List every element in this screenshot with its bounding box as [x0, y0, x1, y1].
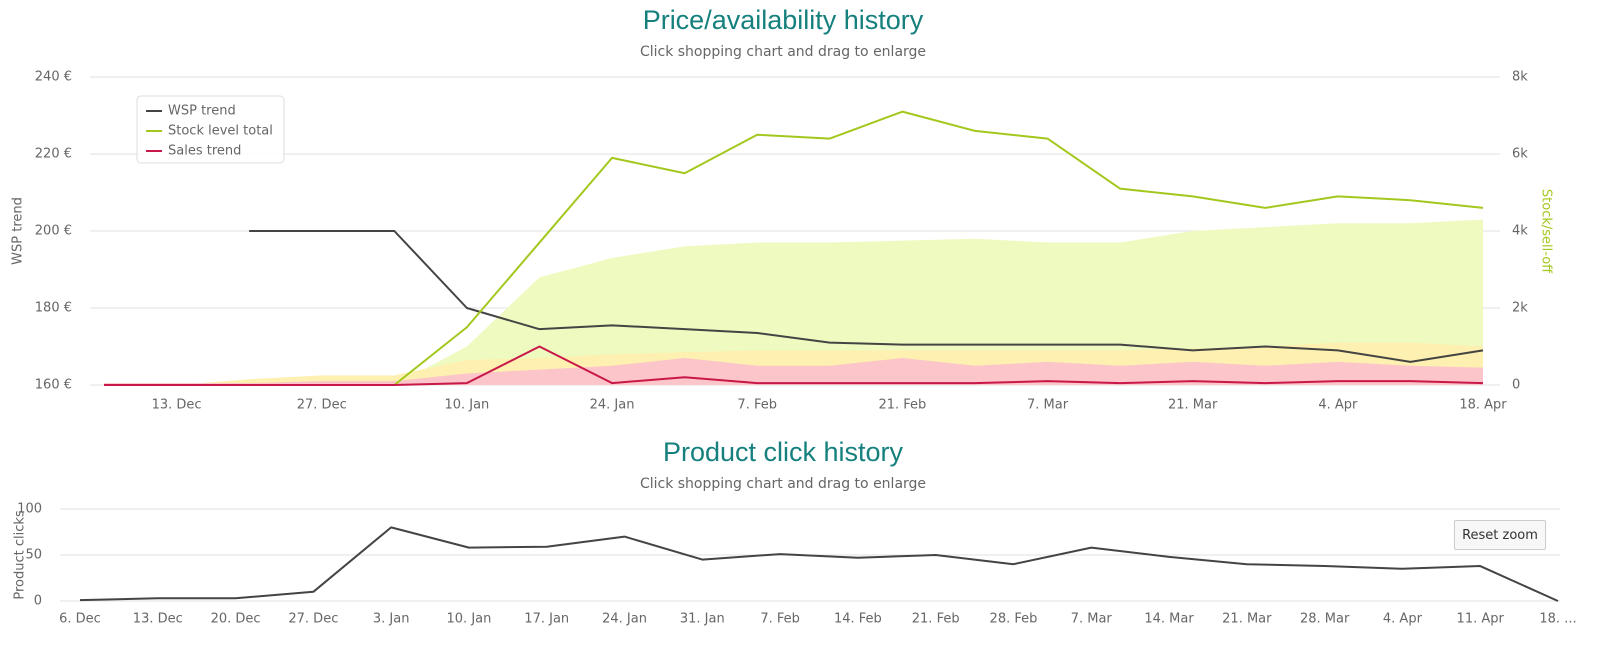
y-tick-label: 160 € [35, 378, 72, 393]
x-tick-label: 21. Feb [878, 398, 926, 413]
x-tick-label: 10. Jan [444, 398, 489, 413]
x-tick-label: 11. Apr [1457, 612, 1505, 627]
chart-title: Price/availability history [643, 5, 924, 35]
legend-box [136, 95, 285, 164]
y-tick-label: 50 [25, 548, 42, 563]
x-tick-label: 27. Dec [288, 612, 338, 627]
y2-tick-label: 2k [1512, 301, 1528, 316]
x-tick-label: 7. Feb [737, 398, 777, 413]
y-tick-label: 0 [34, 594, 42, 609]
x-tick-label: 28. Mar [1300, 612, 1350, 627]
x-tick-label: 20. Dec [211, 612, 261, 627]
x-tick-label: 21. Mar [1222, 612, 1272, 627]
area [104, 219, 1483, 385]
x-tick-label: 28. Feb [990, 612, 1038, 627]
x-tick-label: 13. Dec [133, 612, 183, 627]
x-tick-label: 10. Jan [447, 612, 492, 627]
y-tick-label: 100 [17, 502, 42, 517]
chart-title: Product click history [663, 437, 904, 467]
y-tick-label: 180 € [35, 301, 72, 316]
chart-subtitle: Click shopping chart and drag to enlarge [640, 44, 926, 60]
x-tick-label: 7. Mar [1071, 612, 1113, 627]
y2-tick-label: 0 [1512, 378, 1520, 393]
area [104, 358, 1483, 385]
y-tick-label: 220 € [35, 147, 72, 162]
x-tick-label: 18. Apr [1459, 398, 1507, 413]
y-tick-label: 200 € [35, 224, 72, 239]
y-tick-label: 240 € [35, 70, 72, 85]
reset-zoom-button[interactable]: Reset zoom [1454, 520, 1546, 550]
x-tick-label: 17. Jan [524, 612, 569, 627]
y2-axis-label: Stock/sell-off [1539, 189, 1554, 274]
x-tick-label: 18. ... [1539, 612, 1576, 627]
x-tick-label: 21. Feb [912, 612, 960, 627]
x-tick-label: 7. Mar [1027, 398, 1069, 413]
series-line [104, 345, 1484, 386]
x-tick-label: 21. Mar [1168, 398, 1218, 413]
x-tick-label: 27. Dec [297, 398, 347, 413]
x-tick-label: 14. Feb [834, 612, 882, 627]
series-line [249, 230, 1484, 363]
series-line [79, 526, 1559, 602]
x-tick-label: 24. Jan [602, 612, 647, 627]
legend-label: Stock level total [168, 124, 273, 139]
x-tick-label: 4. Apr [1318, 398, 1358, 413]
x-tick-label: 4. Apr [1383, 612, 1423, 627]
y2-tick-label: 8k [1512, 70, 1528, 85]
chart-subtitle: Click shopping chart and drag to enlarge [640, 476, 926, 492]
x-tick-label: 13. Dec [152, 398, 202, 413]
x-tick-label: 31. Jan [680, 612, 725, 627]
y-axis-label: WSP trend [11, 197, 26, 265]
x-tick-label: 14. Mar [1144, 612, 1194, 627]
y2-tick-label: 4k [1512, 224, 1528, 239]
x-tick-label: 3. Jan [373, 612, 410, 627]
y-axis-label: Product clicks [13, 510, 28, 600]
x-tick-label: 24. Jan [590, 398, 635, 413]
x-tick-label: 7. Feb [760, 612, 800, 627]
y2-tick-label: 6k [1512, 147, 1528, 162]
x-tick-label: 6. Dec [59, 612, 101, 627]
legend: WSP trend Stock level total Sales trend [136, 95, 285, 164]
legend-label: WSP trend [168, 104, 236, 119]
legend-label: Sales trend [168, 144, 241, 159]
